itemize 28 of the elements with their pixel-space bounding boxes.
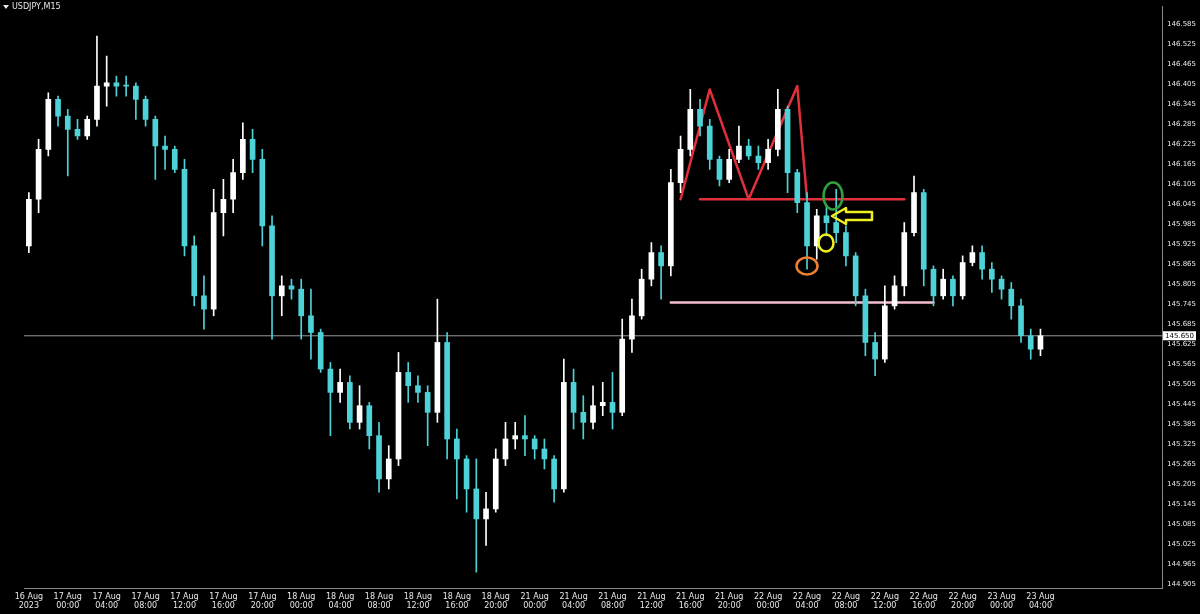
x-tick-label: 22 Aug 00:00 — [753, 591, 783, 611]
x-tick-label: 17 Aug 12:00 — [170, 591, 199, 611]
x-tick-label: 22 Aug 04:00 — [792, 591, 822, 611]
x-tick-label: 17 Aug 16:00 — [209, 591, 238, 611]
x-tick-label: 18 Aug 00:00 — [287, 591, 316, 611]
x-tick-label: 21 Aug 12:00 — [637, 591, 666, 611]
chart-title: USDJPY,M15 — [12, 2, 61, 11]
x-tick-label: 18 Aug 04:00 — [325, 591, 355, 611]
x-tick-label: 23 Aug 04:00 — [1026, 591, 1055, 611]
x-tick-label: 18 Aug 16:00 — [442, 591, 472, 611]
x-tick-label: 16 Aug 2023 — [14, 591, 44, 611]
x-tick-label: 17 Aug 00:00 — [53, 591, 82, 611]
x-tick-label: 21 Aug 04:00 — [559, 591, 588, 611]
x-tick-label: 17 Aug 20:00 — [248, 591, 277, 611]
x-tick-label: 21 Aug 20:00 — [715, 591, 744, 611]
x-tick-label: 23 Aug 00:00 — [987, 591, 1016, 611]
x-tick-label: 18 Aug 12:00 — [403, 591, 433, 611]
x-tick-label: 17 Aug 08:00 — [131, 591, 160, 611]
x-tick-label: 22 Aug 20:00 — [948, 591, 977, 611]
x-tick-label: 22 Aug 08:00 — [831, 591, 861, 611]
x-tick-label: 18 Aug 20:00 — [481, 591, 510, 611]
x-tick-label: 21 Aug 16:00 — [676, 591, 705, 611]
x-tick-label: 21 Aug 00:00 — [520, 591, 549, 611]
x-tick-label: 21 Aug 08:00 — [598, 591, 627, 611]
x-tick-label: 18 Aug 08:00 — [364, 591, 394, 611]
x-tick-label: 22 Aug 16:00 — [909, 591, 938, 611]
x-tick-label: 22 Aug 12:00 — [870, 591, 900, 611]
x-tick-label: 17 Aug 04:00 — [92, 591, 121, 611]
